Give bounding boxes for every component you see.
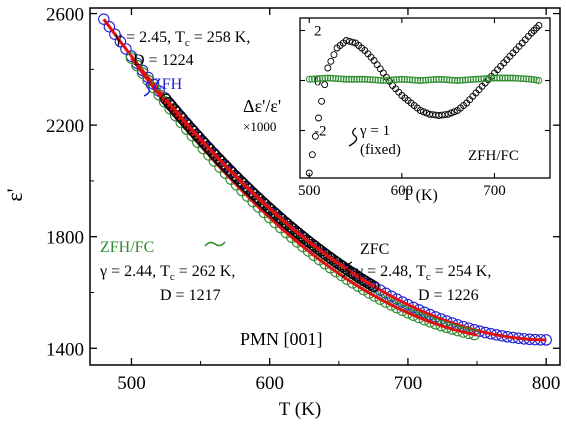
main-y-tick-label: 1400 (46, 339, 84, 360)
zfhfc-pointer-icon (205, 242, 225, 246)
inset-y-tick-label: -2 (314, 124, 327, 140)
zfc-fit-gamma-text: γ = 2.48, Tc = 254 K, (355, 263, 491, 283)
zfhfc-fit-gamma-text: γ = 2.44, Tc = 262 K, (99, 263, 235, 283)
inset-y-tick-label: 2 (314, 24, 322, 40)
zfhfc-fit-d-text: D = 1217 (160, 287, 221, 304)
main-x-tick-label: 800 (532, 373, 561, 394)
inset-y-axis-sublabel: ×1000 (243, 119, 276, 134)
inset-x-tick-label: 500 (298, 183, 321, 199)
main-y-tick-label: 1800 (46, 228, 84, 249)
main-y-axis-label: ε' (2, 188, 27, 201)
zfc-label: ZFC (360, 241, 389, 258)
inset-x-axis-label: T (K) (402, 187, 438, 204)
inset-x-tick-label: 700 (483, 183, 506, 199)
zfhfc-label: ZFH/FC (100, 239, 154, 256)
inset-plot: 500 600 700-202 T (K) Δε'/ε' ×1000 γ = 1 (… (243, 18, 550, 204)
main-x-tick-label: 600 (255, 373, 284, 394)
zfh-label: ZFH (152, 76, 183, 93)
inset-series-label: ZFH/FC (468, 148, 519, 164)
zfc-fit-d-text: D = 1226 (418, 287, 479, 304)
main-y-tick-label: 2600 (46, 5, 84, 26)
main-x-axis-label: T (K) (279, 399, 321, 420)
zfh-fit-gamma-text: γ = 2.45, Tc = 258 K, (114, 29, 250, 49)
main-x-tick-label: 700 (394, 373, 423, 394)
inset-gamma-label: γ = 1 (359, 123, 390, 139)
main-y-tick-label: 2200 (46, 116, 84, 137)
zfh-fit-d-text: D = 1224 (133, 52, 194, 69)
sample-label: PMN [001] (240, 329, 323, 349)
inset-y-axis-label: Δε'/ε' (243, 96, 281, 116)
main-x-tick-label: 500 (117, 373, 146, 394)
inset-fixed-label: (fixed) (360, 142, 401, 158)
